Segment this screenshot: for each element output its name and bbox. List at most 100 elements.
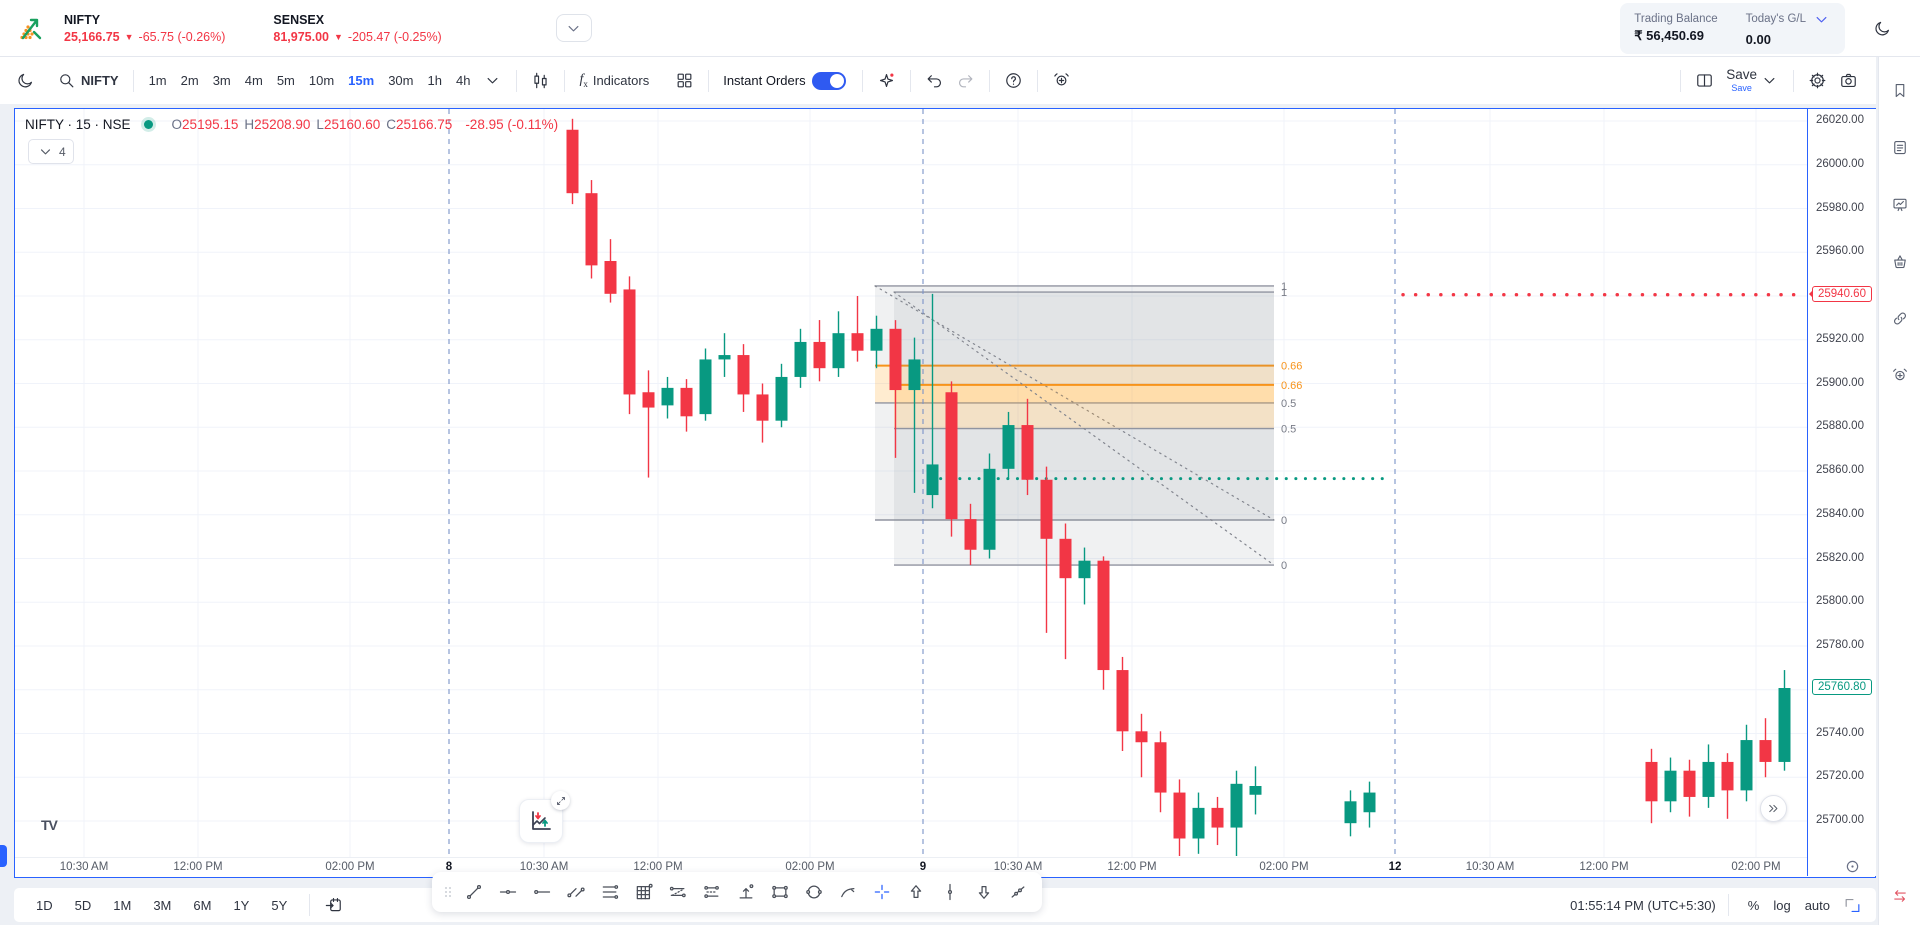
- range-5Y[interactable]: 5Y: [263, 895, 295, 916]
- time-label: 12:00 PM: [633, 861, 683, 873]
- dark-mode-toggle[interactable]: [1867, 15, 1898, 42]
- clock[interactable]: 01:55:14 PM (UTC+5:30): [1570, 897, 1716, 913]
- object-tree-handle[interactable]: [0, 845, 7, 867]
- chevron-down-icon: [1760, 71, 1779, 90]
- settings-button[interactable]: [1802, 67, 1833, 94]
- chart-type-button[interactable]: [525, 67, 556, 94]
- candlestick-plot[interactable]: 1 0.66 0.5 0 1 0.66 0.5 0: [15, 109, 1807, 857]
- market-reload-widget[interactable]: [519, 791, 570, 843]
- horizontal-ray-tool[interactable]: [526, 876, 558, 908]
- timeframe-3m[interactable]: 3m: [206, 69, 238, 92]
- tradingview-logo[interactable]: TV: [41, 817, 58, 833]
- timeframe-1m[interactable]: 1m: [142, 69, 174, 92]
- axis-lock-icon[interactable]: [1843, 896, 1862, 915]
- horizontal-line-tool[interactable]: [492, 876, 524, 908]
- parallel-channel-tool[interactable]: [560, 876, 592, 908]
- range-5D[interactable]: 5D: [67, 895, 100, 916]
- bookmark-icon[interactable]: [1885, 75, 1915, 105]
- link-icon[interactable]: [1885, 303, 1915, 333]
- indicators-label: Indicators: [592, 72, 650, 88]
- timeframe-2m[interactable]: 2m: [174, 69, 206, 92]
- scroll-right-button[interactable]: [1760, 795, 1787, 822]
- theme-toggle[interactable]: [10, 67, 41, 94]
- trend-angle-tool[interactable]: [1002, 876, 1034, 908]
- create-alert-button[interactable]: [1046, 67, 1077, 94]
- timeframe-30m[interactable]: 30m: [381, 69, 420, 92]
- fib-retracement-tool[interactable]: [594, 876, 626, 908]
- instant-orders-toggle[interactable]: [811, 71, 846, 90]
- timeframe-5m[interactable]: 5m: [270, 69, 302, 92]
- price-tick: 26020.00: [1816, 114, 1864, 126]
- indicators-collapse-button[interactable]: 4: [28, 139, 74, 164]
- chart-legend[interactable]: NIFTY · 15 · NSE O 25195.15 H 25208.90 L 2516…: [25, 117, 558, 132]
- current-price-label[interactable]: 25760.80: [1812, 679, 1872, 695]
- percent-scale-button[interactable]: %: [1741, 895, 1767, 916]
- basket-icon[interactable]: [1885, 246, 1915, 276]
- price-axis[interactable]: 26020.0026000.0025980.0025960.0025940.00…: [1807, 109, 1876, 876]
- crosshair-tool[interactable]: [866, 876, 898, 908]
- redo-button[interactable]: [950, 67, 981, 94]
- drawing-toolbar-drag-handle[interactable]: [440, 876, 456, 908]
- candlestick-icon: [531, 71, 550, 90]
- range-3M[interactable]: 3M: [145, 895, 179, 916]
- index-nifty[interactable]: NIFTY 25,166.75 ▼ -65.75 (-0.26%): [64, 13, 225, 44]
- disjoint-channel-tool[interactable]: [696, 876, 728, 908]
- range-6M[interactable]: 6M: [185, 895, 219, 916]
- fib-channel-tool[interactable]: [662, 876, 694, 908]
- expand-widget-icon[interactable]: [551, 791, 570, 810]
- index-sensex[interactable]: SENSEX 81,975.00 ▼ -205.47 (-0.25%): [273, 13, 441, 44]
- timeframe-1h[interactable]: 1h: [421, 69, 449, 92]
- arrow-up-tool[interactable]: [900, 876, 932, 908]
- arrow-down-tool[interactable]: [968, 876, 1000, 908]
- layout-grid-button[interactable]: [669, 67, 700, 94]
- log-scale-button[interactable]: log: [1766, 895, 1797, 916]
- timeframe-10m[interactable]: 10m: [302, 69, 341, 92]
- price-tick: 25860.00: [1816, 464, 1864, 476]
- price-tick: 25980.00: [1816, 201, 1864, 214]
- layout-select-button[interactable]: [1689, 67, 1720, 94]
- alert-plus-icon[interactable]: [1885, 360, 1915, 390]
- magic-tools-button[interactable]: [871, 67, 902, 94]
- undo-icon: [925, 71, 944, 90]
- swap-arrows-icon[interactable]: [1885, 881, 1915, 911]
- alert-price-label[interactable]: 25940.60: [1809, 285, 1872, 302]
- instant-orders-label: Instant Orders: [723, 73, 806, 88]
- auto-scale-button[interactable]: auto: [1798, 895, 1837, 916]
- account-summary-card[interactable]: Trading Balance ₹ 56,450.69 Today's G/L …: [1620, 2, 1845, 54]
- time-label: 02:00 PM: [325, 861, 375, 873]
- timeframe-4m[interactable]: 4m: [238, 69, 270, 92]
- symbol-search-button[interactable]: NIFTY: [51, 67, 125, 94]
- long-position-tool[interactable]: [730, 876, 762, 908]
- snapshot-button[interactable]: [1833, 67, 1864, 94]
- gann-box-tool[interactable]: [628, 876, 660, 908]
- legend-ohlc-key: C: [386, 117, 396, 132]
- range-1D[interactable]: 1D: [28, 895, 61, 916]
- timeframe-15m[interactable]: 15m: [341, 69, 381, 92]
- axis-settings-icon[interactable]: [1843, 857, 1862, 876]
- indices-expand-button[interactable]: [555, 14, 592, 42]
- timeframe-menu-chevron[interactable]: [477, 67, 508, 94]
- vertical-line-tool[interactable]: [934, 876, 966, 908]
- ellipse-tool[interactable]: [798, 876, 830, 908]
- range-1M[interactable]: 1M: [105, 895, 139, 916]
- document-icon[interactable]: [1885, 132, 1915, 162]
- svg-text:0.5: 0.5: [1281, 424, 1296, 436]
- alert-target-icon: [1052, 71, 1071, 90]
- range-1Y[interactable]: 1Y: [225, 895, 257, 916]
- chevron-down-icon[interactable]: [1812, 10, 1831, 29]
- chart-board-icon[interactable]: [1885, 189, 1915, 219]
- price-tick: 25800.00: [1816, 595, 1864, 608]
- save-layout-button[interactable]: Save Save: [1720, 64, 1785, 97]
- todays-gl-value: 0.00: [1745, 31, 1771, 47]
- axis-corner: [1807, 857, 1875, 876]
- help-button[interactable]: [998, 67, 1029, 94]
- indicators-button[interactable]: fx Indicators: [573, 68, 655, 93]
- index-value: 25,166.75: [64, 29, 120, 44]
- trend-line-tool[interactable]: [458, 876, 490, 908]
- timeframe-4h[interactable]: 4h: [449, 69, 477, 92]
- svg-text:0: 0: [1281, 560, 1287, 572]
- undo-button[interactable]: [919, 67, 950, 94]
- go-to-date-button[interactable]: [318, 892, 349, 919]
- rectangle-tool[interactable]: [764, 876, 796, 908]
- brush-tool[interactable]: [832, 876, 864, 908]
